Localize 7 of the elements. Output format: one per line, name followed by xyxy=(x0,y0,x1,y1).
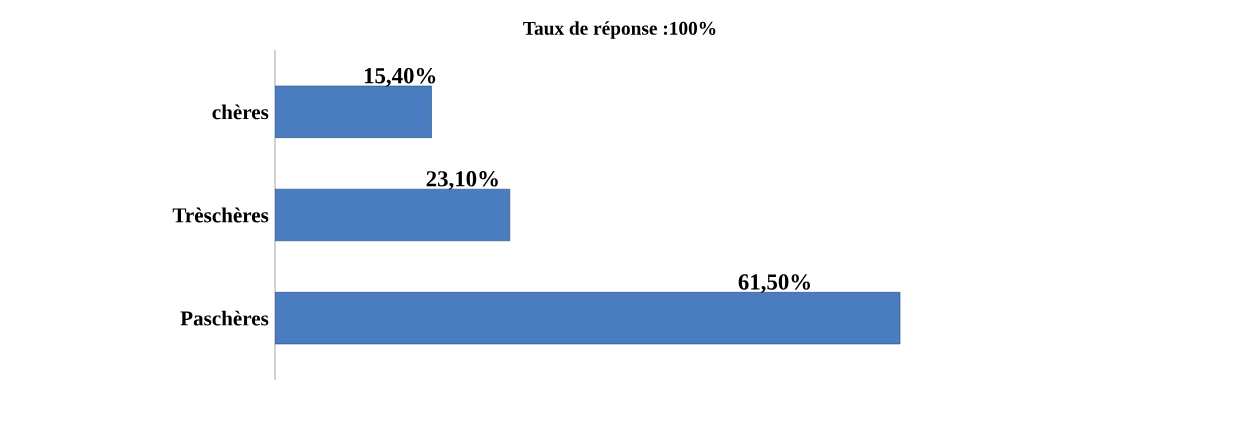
chart-title: Taux de réponse :100% xyxy=(523,21,716,39)
y-tick-label: Paschères xyxy=(180,310,269,326)
y-tick-label: chères xyxy=(212,104,269,120)
data-label: 61,50% xyxy=(738,274,810,293)
data-label: 23,10% xyxy=(426,171,498,190)
y-tick-label: Trèschères xyxy=(172,207,269,223)
data-label: 15,40% xyxy=(364,67,436,87)
